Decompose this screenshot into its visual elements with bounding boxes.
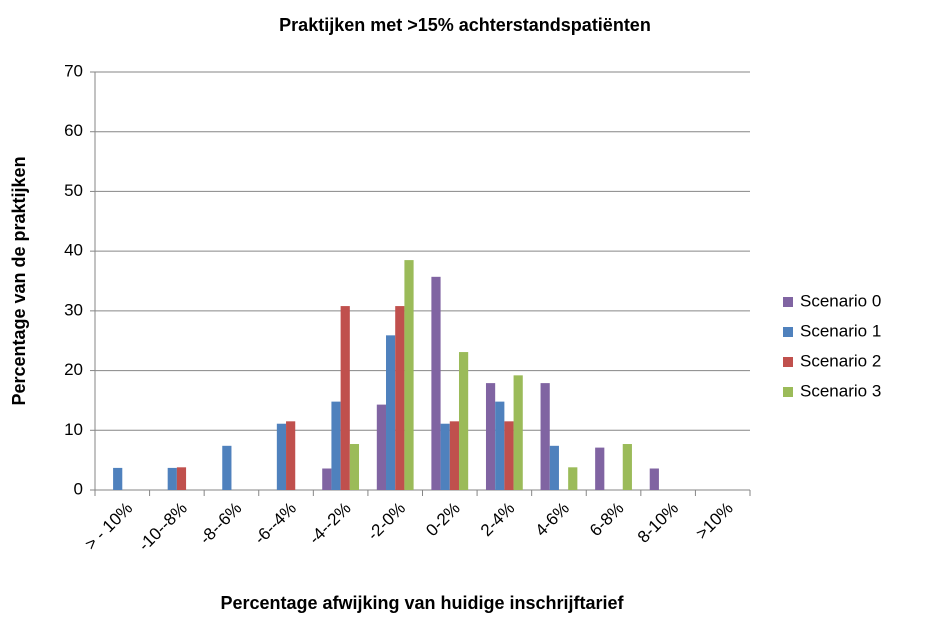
bar xyxy=(431,276,441,490)
bar xyxy=(458,352,469,490)
chart-title: Praktijken met >15% achterstandspatiënte… xyxy=(279,15,651,35)
bar xyxy=(395,306,405,490)
legend-swatch xyxy=(783,357,793,367)
y-axis-label: Percentage van de praktijken xyxy=(9,156,29,405)
y-tick-label: 40 xyxy=(64,241,83,260)
bar xyxy=(504,421,514,490)
x-tick-label: 4-6% xyxy=(531,499,572,540)
x-tick-label: 6-8% xyxy=(586,499,627,540)
x-tick-label: -2-0% xyxy=(364,499,410,545)
bar xyxy=(113,467,123,490)
bar xyxy=(649,468,659,490)
bar xyxy=(331,401,341,490)
x-tick-label: -6--4% xyxy=(251,499,301,549)
legend-swatch xyxy=(783,297,793,307)
bar xyxy=(595,447,605,490)
bar xyxy=(349,444,360,490)
bar xyxy=(549,445,559,490)
x-tick-label: 8-10% xyxy=(634,499,682,547)
x-tick-label: > - 10% xyxy=(81,499,136,554)
x-tick-label: -10--8% xyxy=(135,499,191,555)
x-tick-label: -8--6% xyxy=(196,499,246,549)
x-tick-label: 2-4% xyxy=(477,499,518,540)
legend-swatch xyxy=(783,327,793,337)
legend-label: Scenario 1 xyxy=(800,321,881,340)
bar xyxy=(485,383,496,490)
bar xyxy=(622,444,632,490)
bar xyxy=(440,423,450,490)
bar xyxy=(568,467,578,490)
bar xyxy=(176,467,187,490)
y-tick-label: 0 xyxy=(74,479,83,498)
legend-label: Scenario 2 xyxy=(800,351,881,370)
bar xyxy=(340,306,350,490)
x-tick-label: 0-2% xyxy=(422,499,463,540)
bar xyxy=(322,468,332,490)
bar xyxy=(276,423,287,490)
bar xyxy=(404,260,414,490)
x-tick-label: -4--2% xyxy=(305,499,355,549)
legend-label: Scenario 0 xyxy=(800,291,881,310)
x-tick-label: >10% xyxy=(692,499,737,544)
y-tick-label: 30 xyxy=(64,300,83,319)
bar xyxy=(376,404,387,490)
y-tick-label: 50 xyxy=(64,181,83,200)
bar xyxy=(449,421,459,490)
bar xyxy=(222,445,232,490)
bar xyxy=(495,401,505,490)
y-tick-label: 70 xyxy=(64,61,83,80)
bar xyxy=(286,421,296,490)
y-tick-label: 20 xyxy=(64,360,83,379)
y-tick-label: 60 xyxy=(64,121,83,140)
legend-swatch xyxy=(783,387,793,397)
bar xyxy=(386,335,396,490)
y-tick-label: 10 xyxy=(64,420,83,439)
legend-label: Scenario 3 xyxy=(800,381,881,400)
x-axis-label: Percentage afwijking van huidige inschri… xyxy=(220,593,624,613)
bar xyxy=(540,383,550,490)
bar xyxy=(167,467,177,490)
bar xyxy=(513,375,523,490)
